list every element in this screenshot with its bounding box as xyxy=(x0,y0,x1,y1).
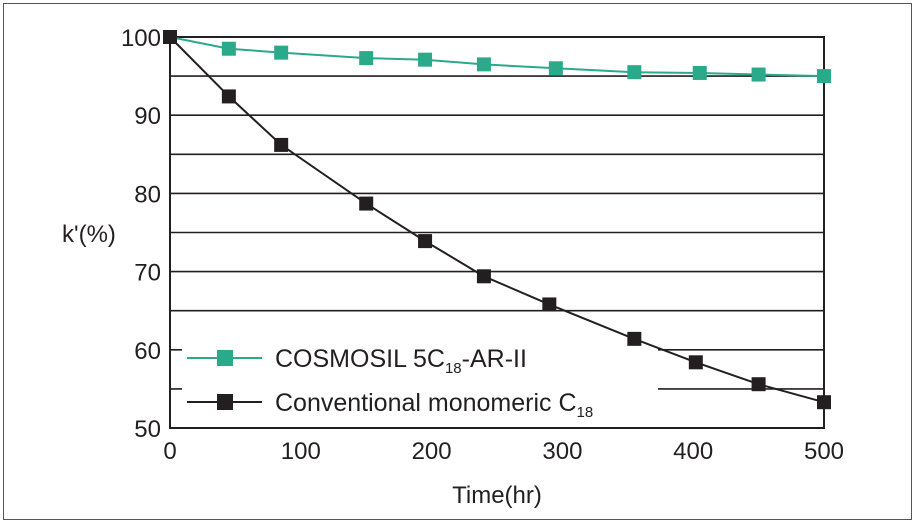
y-tick-label: 90 xyxy=(134,103,161,130)
data-point xyxy=(359,51,374,66)
x-tick-label: 500 xyxy=(804,438,844,465)
y-axis-label: k'(%) xyxy=(62,221,116,248)
data-point xyxy=(476,269,491,284)
x-tick-label: 300 xyxy=(542,438,582,465)
legend-item-1: COSMOSIL 5C18-AR-II xyxy=(187,345,527,377)
legend-background xyxy=(182,337,658,421)
data-point xyxy=(692,65,707,80)
x-tick-label: 200 xyxy=(412,438,452,465)
data-point xyxy=(359,196,374,211)
legend-item-2: Conventional monomeric C18 xyxy=(187,389,593,421)
legend-label: Conventional monomeric C18 xyxy=(275,389,593,421)
data-point xyxy=(627,65,642,80)
series-1 xyxy=(163,30,831,84)
series-2 xyxy=(163,30,831,410)
plot-area-border xyxy=(169,36,825,429)
data-point xyxy=(418,52,433,67)
legend-marker xyxy=(217,350,233,366)
data-point xyxy=(542,297,557,312)
data-point xyxy=(627,331,642,346)
x-tick-label: 400 xyxy=(673,438,713,465)
legend: COSMOSIL 5C18-AR-II Conventional monomeri… xyxy=(187,345,593,421)
y-tick-label: 60 xyxy=(134,338,161,365)
data-point xyxy=(817,69,831,84)
data-point xyxy=(751,67,766,82)
legend-box xyxy=(182,337,658,421)
y-tick-label: 50 xyxy=(134,416,161,443)
data-point xyxy=(221,89,236,104)
data-point xyxy=(274,45,289,60)
x-tick-label: 0 xyxy=(163,438,176,465)
y-tick-label: 100 xyxy=(121,25,161,52)
y-tick-label: 80 xyxy=(134,181,161,208)
legend-marker xyxy=(217,394,233,410)
data-point xyxy=(274,137,289,152)
data-point xyxy=(688,355,703,370)
data-point xyxy=(163,30,177,44)
y-tick-label: 70 xyxy=(134,260,161,287)
grid-lines xyxy=(170,75,824,390)
data-point xyxy=(418,234,433,249)
series-line xyxy=(169,36,825,78)
data-point xyxy=(476,57,491,72)
chart-frame xyxy=(3,3,912,520)
data-point xyxy=(221,41,236,56)
tick-labels: 0 100 200 300 400 500 50 60 70 80 90 100 xyxy=(121,25,844,465)
legend-label: COSMOSIL 5C18-AR-II xyxy=(275,345,527,377)
x-axis-label: Time(hr) xyxy=(452,482,542,509)
data-point xyxy=(817,395,831,410)
data-point xyxy=(548,61,563,76)
series-layer xyxy=(163,30,831,410)
x-tick-label: 100 xyxy=(281,438,321,465)
data-point xyxy=(751,377,766,392)
